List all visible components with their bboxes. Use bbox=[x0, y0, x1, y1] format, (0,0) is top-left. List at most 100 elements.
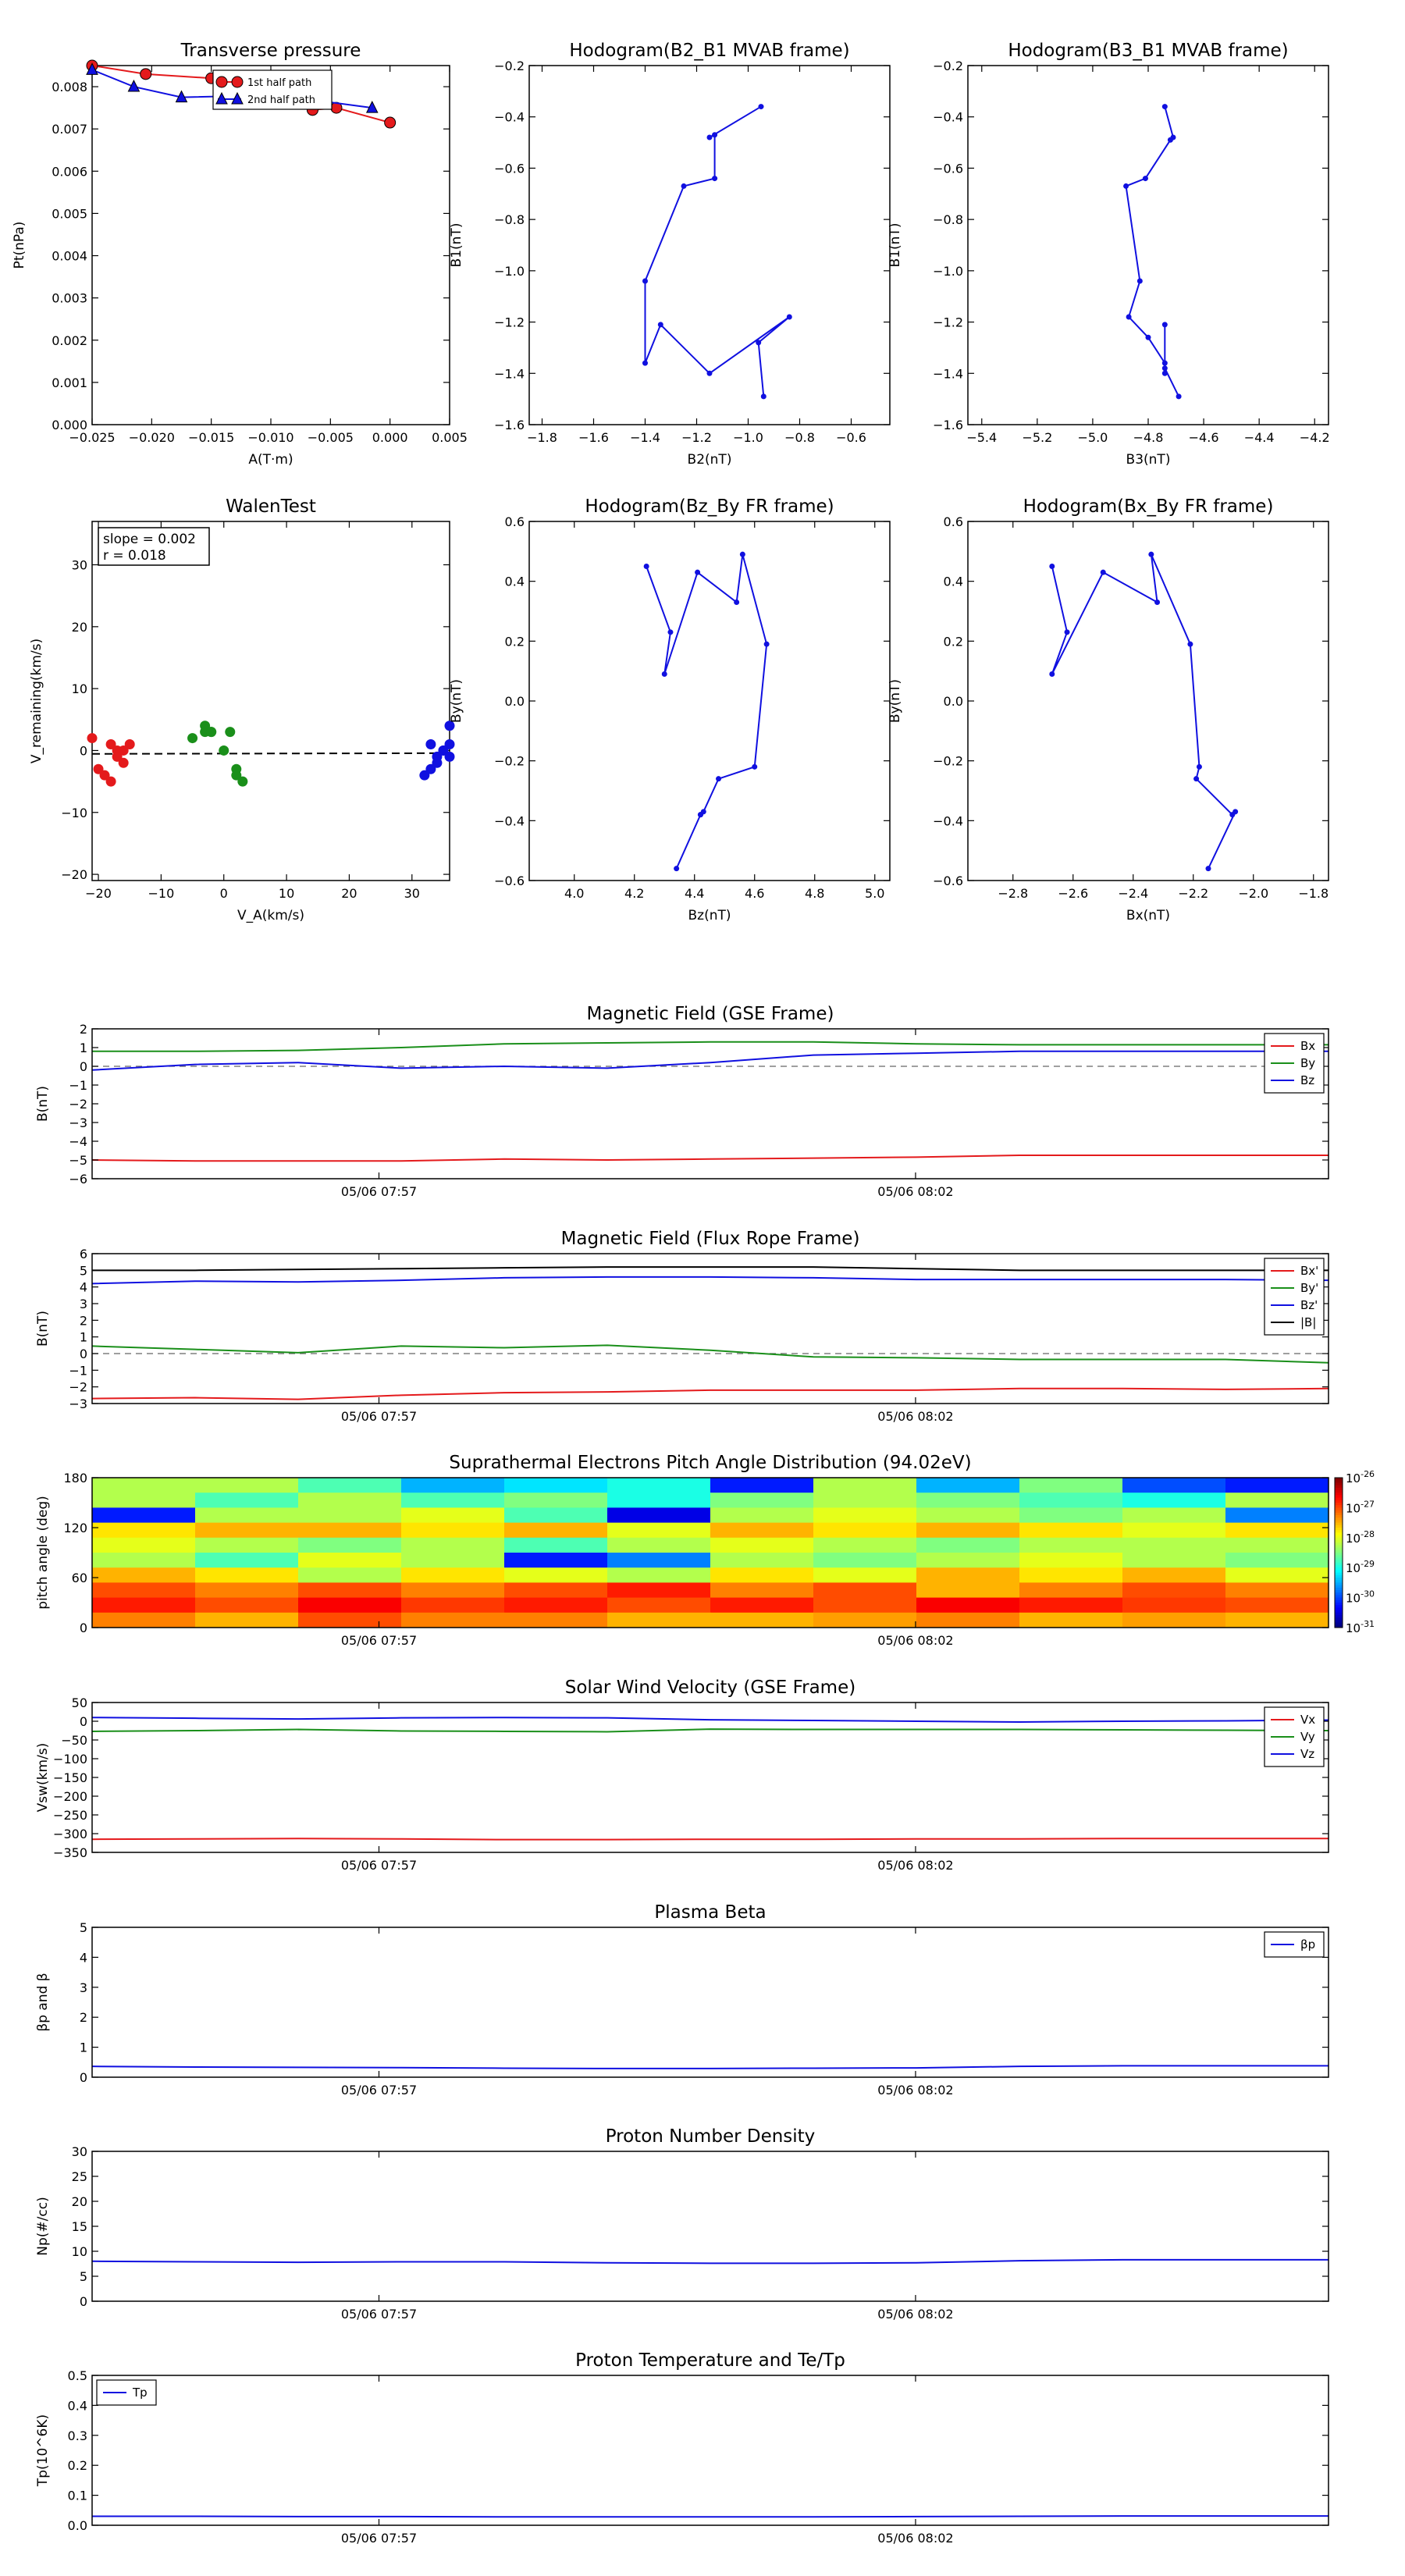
colorbar-step bbox=[1335, 1522, 1343, 1526]
colorbar-tick-label: 10-31 bbox=[1346, 1619, 1375, 1635]
heatmap-cell bbox=[1225, 1537, 1329, 1553]
heatmap-cell bbox=[401, 1478, 505, 1493]
data-point bbox=[1161, 360, 1168, 366]
y-tick-label: 0.6 bbox=[505, 514, 525, 529]
heatmap-cell bbox=[1019, 1522, 1123, 1539]
x-tick-label: 4.8 bbox=[805, 886, 824, 901]
heatmap-cell bbox=[92, 1553, 196, 1568]
legend-label: Bx bbox=[1300, 1039, 1315, 1053]
legend-label: Tp bbox=[132, 2386, 148, 2400]
heatmap-cell bbox=[92, 1597, 196, 1614]
plot-frame bbox=[528, 521, 891, 881]
data-point bbox=[215, 76, 228, 88]
chart-title: Hodogram(B2_B1 MVAB frame) bbox=[569, 41, 849, 61]
y-tick-label: 0.2 bbox=[68, 2458, 87, 2473]
y-tick-label: −0.4 bbox=[933, 110, 963, 125]
heatmap-cell bbox=[710, 1612, 814, 1628]
y-axis-label: B(nT) bbox=[35, 1311, 51, 1347]
y-tick-label: 1 bbox=[80, 1041, 87, 1055]
legend-label: Bx' bbox=[1300, 1264, 1318, 1278]
legend-label: Bz bbox=[1300, 1073, 1314, 1087]
colorbar-step bbox=[1335, 1590, 1343, 1593]
data-point bbox=[1136, 278, 1143, 284]
heatmap-cell bbox=[607, 1522, 711, 1539]
data-point bbox=[1187, 641, 1193, 647]
heatmap-cell bbox=[813, 1537, 917, 1553]
y-tick-label: −1 bbox=[69, 1363, 87, 1378]
colorbar-step bbox=[1335, 1562, 1343, 1566]
y-axis-label: B(nT) bbox=[35, 1086, 51, 1122]
heatmap-cell bbox=[195, 1507, 299, 1524]
x-tick-label: 05/06 08:02 bbox=[877, 1184, 953, 1199]
heatmap-cell bbox=[504, 1553, 608, 1568]
heatmap-cell bbox=[813, 1493, 917, 1508]
x-tick-label: −0.025 bbox=[69, 430, 115, 445]
chart-title: Magnetic Field (GSE Frame) bbox=[587, 1004, 834, 1024]
heatmap-cell bbox=[710, 1537, 814, 1553]
colorbar-step bbox=[1335, 1612, 1343, 1616]
colorbar-step bbox=[1335, 1530, 1343, 1533]
heatmap-cell bbox=[504, 1522, 608, 1539]
data-point bbox=[760, 393, 767, 400]
data-point bbox=[739, 551, 745, 557]
y-tick-label: 0.5 bbox=[68, 2368, 87, 2383]
colorbar-step bbox=[1335, 1490, 1343, 1493]
chart-bfr: Magnetic Field (Flux Rope Frame) −3 −2 −1 0 1… bbox=[35, 1229, 1329, 1424]
y-axis-label: Np(#/cc) bbox=[35, 2197, 51, 2255]
x-tick-label: −2.8 bbox=[998, 886, 1028, 901]
y-tick-label: −250 bbox=[53, 1808, 87, 1823]
chart-title: Magnetic Field (Flux Rope Frame) bbox=[561, 1229, 860, 1249]
data-point bbox=[105, 739, 116, 750]
legend: Bx By Bz bbox=[1264, 1033, 1325, 1094]
x-tick-label: 05/06 08:02 bbox=[877, 2083, 953, 2097]
colorbar-step bbox=[1335, 1557, 1343, 1561]
series-line bbox=[91, 1728, 1329, 1733]
y-tick-label: 0.001 bbox=[52, 375, 87, 390]
heatmap-cell bbox=[401, 1507, 505, 1524]
series-line bbox=[92, 2515, 1329, 2518]
chart-bgse: Magnetic Field (GSE Frame) −6 −5 −4 −3 −2 −1 0 1… bbox=[35, 1004, 1329, 1199]
data-point bbox=[1167, 137, 1173, 143]
x-tick-label: 4.4 bbox=[685, 886, 704, 901]
data-point bbox=[93, 763, 104, 774]
heatmap-cell bbox=[298, 1553, 402, 1568]
y-tick-label: −1 bbox=[69, 1078, 87, 1093]
colorbar-step bbox=[1335, 1505, 1343, 1508]
y-tick-label: 0.0 bbox=[944, 694, 963, 709]
colorbar-tick-label: 10-29 bbox=[1346, 1559, 1375, 1575]
heatmap-cell bbox=[92, 1582, 196, 1599]
y-axis-label: B1(nT) bbox=[449, 223, 464, 268]
series-line bbox=[1125, 106, 1179, 397]
heatmap-cell bbox=[92, 1478, 196, 1493]
data-point bbox=[734, 600, 740, 605]
data-point bbox=[365, 100, 379, 113]
heatmap-cell bbox=[401, 1493, 505, 1508]
series-line bbox=[91, 2258, 1329, 2265]
heatmap-cell bbox=[504, 1567, 608, 1583]
data-point bbox=[1193, 776, 1200, 782]
annotation-box bbox=[98, 527, 210, 566]
y-tick-label: −2 bbox=[69, 1380, 87, 1395]
chart-walen: WalenTest −20 −10 0 10 20 30 −20 −10 0 10 20 30 V_A(k… bbox=[29, 496, 455, 923]
heatmap-cell bbox=[195, 1612, 299, 1628]
chart-vsw: Solar Wind Velocity (GSE Frame) −350 −300 −… bbox=[35, 1678, 1329, 1873]
y-tick-label: −1.2 bbox=[494, 315, 525, 330]
y-tick-label: −0.6 bbox=[494, 873, 525, 888]
colorbar-tick-label: 10-30 bbox=[1346, 1589, 1375, 1606]
plot-frame bbox=[91, 2375, 1329, 2526]
heatmap-cell bbox=[92, 1522, 196, 1539]
chart-hxy: Hodogram(Bx_By FR frame) −0.6 −0.4 −0.2 0.0 0… bbox=[887, 496, 1329, 923]
heatmap-cell bbox=[710, 1522, 814, 1539]
x-tick-label: −4.8 bbox=[1133, 430, 1164, 445]
data-point bbox=[706, 134, 713, 141]
fit-line bbox=[91, 752, 450, 755]
annotation-text: slope = 0.002 bbox=[103, 532, 196, 547]
heatmap-cell bbox=[1019, 1612, 1123, 1628]
y-tick-label: 0 bbox=[80, 1714, 87, 1729]
heatmap-cell bbox=[1225, 1612, 1329, 1628]
colorbar-step bbox=[1335, 1542, 1343, 1546]
heatmap-cell bbox=[1225, 1493, 1329, 1508]
data-point bbox=[674, 866, 680, 872]
data-point bbox=[231, 91, 244, 105]
colorbar-step bbox=[1335, 1495, 1343, 1499]
